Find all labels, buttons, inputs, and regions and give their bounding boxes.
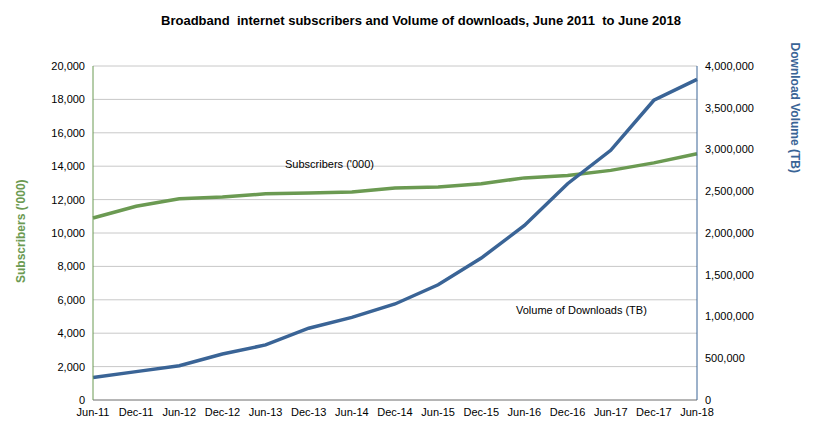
svg-text:500,000: 500,000 — [705, 352, 745, 364]
svg-text:Jun-16: Jun-16 — [508, 406, 542, 418]
html-text:Broadband internet subscribers: Broadband internet subscribers and Volum… — [161, 13, 681, 28]
svg-text:4,000,000: 4,000,000 — [705, 60, 754, 72]
svg-text:Jun-17: Jun-17 — [594, 406, 628, 418]
svg-text:8,000: 8,000 — [57, 260, 85, 272]
svg-text:Dec-12: Dec-12 — [205, 406, 240, 418]
svg-text:3,000,000: 3,000,000 — [705, 143, 754, 155]
svg-text:Download Volume (TB): Download Volume (TB) — [788, 43, 802, 173]
svg-text:Dec-14: Dec-14 — [377, 406, 412, 418]
svg-text:20,000: 20,000 — [51, 60, 85, 72]
svg-text:14,000: 14,000 — [51, 160, 85, 172]
svg-text:Dec-13: Dec-13 — [291, 406, 326, 418]
svg-text:6,000: 6,000 — [57, 294, 85, 306]
svg-text:10,000: 10,000 — [51, 227, 85, 239]
svg-text:Subscribers ('000): Subscribers ('000) — [14, 179, 28, 283]
svg-text:0: 0 — [705, 394, 711, 406]
svg-text:16,000: 16,000 — [51, 127, 85, 139]
svg-text:2,500,000: 2,500,000 — [705, 185, 754, 197]
svg-text:1,000,000: 1,000,000 — [705, 310, 754, 322]
svg-text:Jun-18: Jun-18 — [680, 406, 714, 418]
svg-text:Jun-11: Jun-11 — [77, 406, 110, 418]
svg-text:1,500,000: 1,500,000 — [705, 269, 754, 281]
svg-text:Dec-11: Dec-11 — [119, 406, 154, 418]
html-text:Volume of Downloads (TB): Volume of Downloads (TB) — [516, 304, 647, 316]
svg-text:18,000: 18,000 — [51, 93, 85, 105]
svg-text:2,000: 2,000 — [57, 361, 85, 373]
svg-text:Jun-15: Jun-15 — [421, 406, 455, 418]
svg-text:Jun-14: Jun-14 — [335, 406, 369, 418]
svg-text:0: 0 — [79, 394, 85, 406]
html-text:Subscribers ('000): Subscribers ('000) — [285, 158, 374, 170]
svg-text:Jun-13: Jun-13 — [249, 406, 283, 418]
svg-text:Jun-12: Jun-12 — [162, 406, 196, 418]
svg-text:4,000: 4,000 — [57, 327, 85, 339]
svg-text:12,000: 12,000 — [51, 194, 85, 206]
svg-text:Dec-15: Dec-15 — [464, 406, 499, 418]
svg-text:Dec-17: Dec-17 — [636, 406, 671, 418]
svg-text:2,000,000: 2,000,000 — [705, 227, 754, 239]
svg-text:3,500,000: 3,500,000 — [705, 102, 754, 114]
svg-text:Dec-16: Dec-16 — [550, 406, 585, 418]
